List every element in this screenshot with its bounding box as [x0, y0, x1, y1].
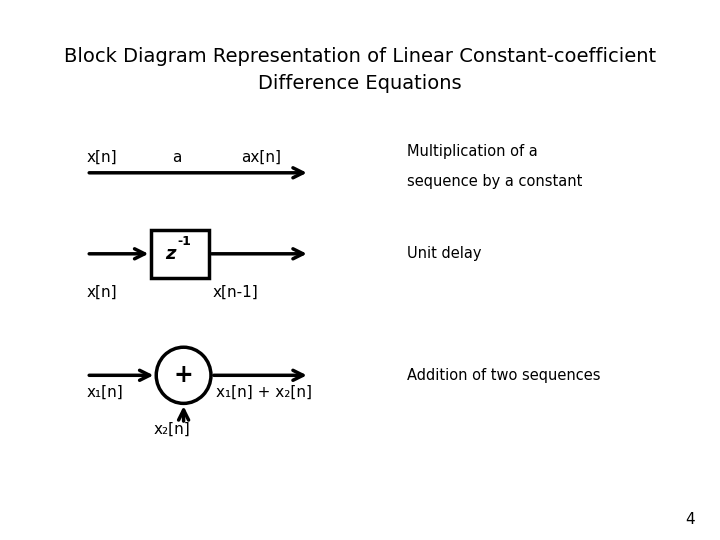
Text: a: a [171, 150, 181, 165]
Text: Unit delay: Unit delay [407, 246, 481, 261]
Text: x₁[n] + x₂[n]: x₁[n] + x₂[n] [216, 384, 312, 400]
Text: z: z [165, 245, 176, 263]
Text: 4: 4 [685, 511, 695, 526]
Text: Difference Equations: Difference Equations [258, 74, 462, 93]
Text: Block Diagram Representation of Linear Constant-coefficient: Block Diagram Representation of Linear C… [64, 47, 656, 66]
Ellipse shape [156, 347, 211, 403]
Text: x[n-1]: x[n-1] [212, 285, 258, 300]
Text: +: + [174, 363, 194, 387]
Text: Multiplication of a: Multiplication of a [407, 144, 538, 159]
Text: -1: -1 [177, 235, 191, 248]
Bar [151, 230, 209, 278]
Text: x₁[n]: x₁[n] [86, 384, 123, 400]
Text: x[n]: x[n] [86, 285, 117, 300]
Text: x[n]: x[n] [86, 150, 117, 165]
Text: Addition of two sequences: Addition of two sequences [407, 368, 600, 383]
Text: sequence by a constant: sequence by a constant [407, 174, 582, 189]
Text: ax[n]: ax[n] [241, 150, 282, 165]
Text: x₂[n]: x₂[n] [153, 422, 190, 437]
